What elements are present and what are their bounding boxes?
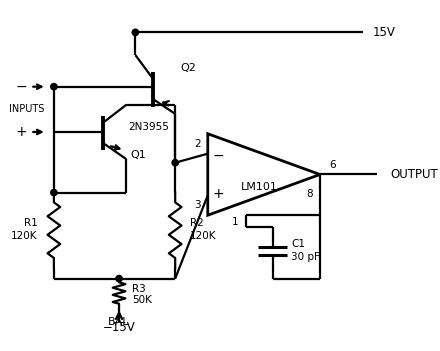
- Text: R2: R2: [190, 218, 203, 229]
- Text: 6: 6: [329, 160, 336, 171]
- Text: 1: 1: [232, 217, 238, 226]
- Text: R1: R1: [24, 218, 37, 229]
- Text: 30 pF: 30 pF: [291, 252, 320, 262]
- Text: 15V: 15V: [373, 26, 396, 39]
- Text: Q2: Q2: [180, 63, 197, 73]
- Text: 2: 2: [194, 139, 201, 149]
- Text: −15V: −15V: [103, 321, 136, 334]
- Text: LM101: LM101: [241, 182, 278, 192]
- Circle shape: [51, 84, 57, 90]
- Text: C1: C1: [291, 239, 305, 249]
- Circle shape: [116, 276, 122, 282]
- Text: 120K: 120K: [11, 231, 37, 241]
- Text: 3: 3: [194, 200, 201, 210]
- Text: BAL: BAL: [108, 317, 130, 327]
- Text: +: +: [15, 125, 27, 139]
- Text: −: −: [213, 148, 224, 163]
- Text: 8: 8: [306, 190, 312, 199]
- Text: Q1: Q1: [131, 150, 147, 160]
- Circle shape: [51, 190, 57, 196]
- Text: INPUTS: INPUTS: [9, 104, 44, 114]
- Text: 120K: 120K: [190, 231, 216, 241]
- Text: OUTPUT: OUTPUT: [391, 168, 438, 181]
- Text: −: −: [15, 80, 27, 94]
- Text: R3: R3: [132, 284, 146, 293]
- Circle shape: [172, 160, 178, 166]
- Text: 50K: 50K: [132, 295, 152, 305]
- Text: +: +: [213, 186, 224, 200]
- Circle shape: [132, 29, 139, 35]
- Text: 2N3955: 2N3955: [128, 121, 169, 132]
